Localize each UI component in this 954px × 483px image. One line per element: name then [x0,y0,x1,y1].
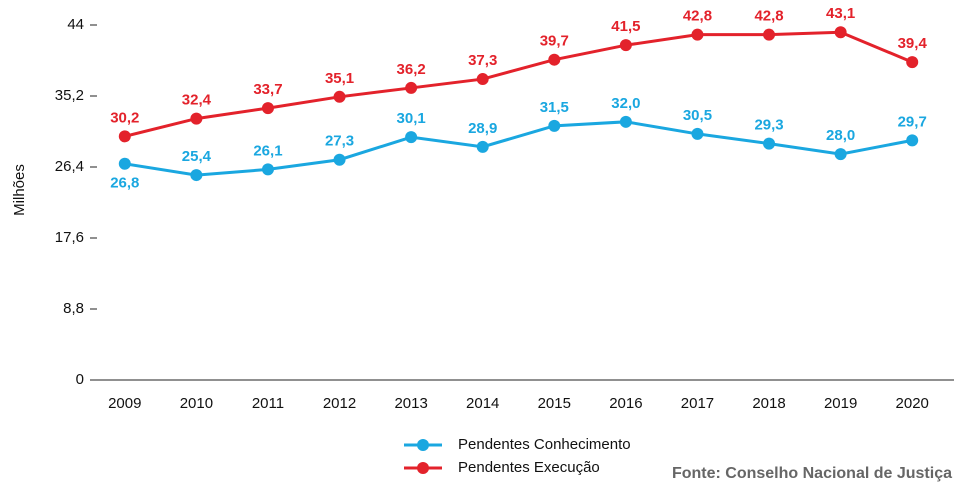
point [619,115,632,128]
legend-marker [417,462,429,474]
value-label: 33,7 [253,81,282,98]
x-tick-label: 2019 [824,395,857,412]
value-label: 31,5 [540,99,569,116]
series-line [124,30,913,138]
point [118,130,131,143]
x-tick-label: 2014 [466,395,499,412]
value-label: 30,2 [110,109,139,126]
y-tick-label: 26,4 [55,158,84,175]
point [261,102,274,115]
value-label: 30,1 [397,110,426,127]
point [548,53,561,66]
value-label: 29,3 [754,117,783,134]
source: Fonte: Conselho Nacional de Justiça [672,465,952,482]
y-tick-label: 17,6 [55,229,84,246]
x-tick-label: 2013 [394,395,427,412]
y-tick-label: 35,2 [55,87,84,104]
point [691,28,704,41]
value-label: 39,7 [540,33,569,50]
value-label: 25,4 [182,148,212,165]
value-label: 36,2 [397,61,426,78]
point [190,112,203,125]
value-label: 35,1 [325,70,354,87]
point [548,119,561,132]
value-label: 42,8 [754,8,783,25]
point [691,127,704,140]
value-label: 32,0 [611,95,640,112]
point [405,131,418,144]
point [333,90,346,103]
point [476,73,489,86]
series-line [124,120,913,177]
legend-label: Pendentes Execução [458,459,600,476]
y-axis-label: Milhões [11,164,28,216]
point [476,140,489,153]
legend-label: Pendentes Conhecimento [458,436,631,453]
point [405,81,418,94]
x-tick-label: 2020 [896,395,929,412]
x-tick-label: 2010 [180,395,213,412]
y-tick-label: 8,8 [63,300,84,317]
value-label: 39,4 [898,35,928,52]
point [763,137,776,150]
x-tick-label: 2016 [609,395,642,412]
point [834,148,847,161]
point [190,169,203,182]
x-tick-label: 2011 [252,395,284,412]
value-label: 29,7 [898,113,927,130]
y-tick-label: 0 [76,371,84,388]
legend-marker [417,439,429,451]
value-label: 42,8 [683,8,712,25]
point [261,163,274,176]
value-label: 28,0 [826,127,855,144]
value-label: 32,4 [182,92,212,109]
point [118,157,131,170]
value-label: 26,8 [110,175,139,192]
value-label: 28,9 [468,120,497,137]
value-label: 27,3 [325,133,354,150]
y-tick-label: 44 [67,16,84,33]
x-tick-label: 2017 [681,395,714,412]
value-label: 37,3 [468,52,497,69]
point [333,153,346,166]
point [619,39,632,52]
value-label: 26,1 [253,142,282,159]
value-label: 41,5 [611,18,640,35]
x-tick-label: 2018 [752,395,785,412]
value-label: 30,5 [683,107,712,124]
value-label: 43,1 [826,5,855,22]
point [834,26,847,39]
x-tick-label: 2012 [323,395,356,412]
point [906,134,919,147]
point [906,56,919,69]
x-tick-label: 2015 [538,395,571,412]
x-tick-label: 2009 [108,395,141,412]
point [763,28,776,41]
